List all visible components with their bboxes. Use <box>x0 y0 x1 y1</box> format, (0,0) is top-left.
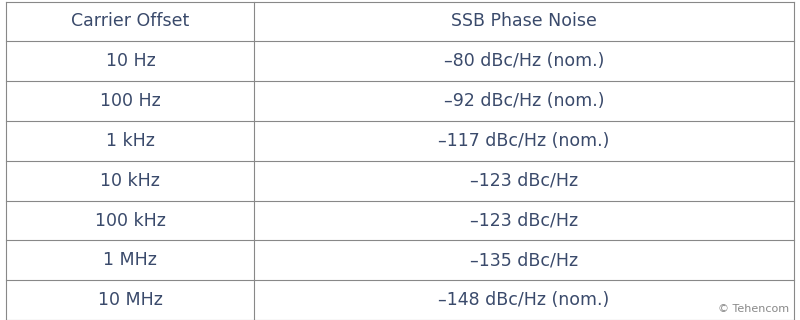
Text: 1 kHz: 1 kHz <box>106 132 155 150</box>
Text: –135 dBc/Hz: –135 dBc/Hz <box>470 251 578 269</box>
Text: –123 dBc/Hz: –123 dBc/Hz <box>470 172 578 190</box>
Text: –148 dBc/Hz (nom.): –148 dBc/Hz (nom.) <box>438 291 610 309</box>
Text: –92 dBc/Hz (nom.): –92 dBc/Hz (nom.) <box>444 92 604 110</box>
Text: 10 kHz: 10 kHz <box>101 172 160 190</box>
Text: 10 Hz: 10 Hz <box>106 52 155 70</box>
Text: Carrier Offset: Carrier Offset <box>71 12 190 30</box>
Text: © Tehencom: © Tehencom <box>718 304 790 314</box>
Text: 100 kHz: 100 kHz <box>95 212 166 229</box>
Text: 10 MHz: 10 MHz <box>98 291 163 309</box>
Text: –117 dBc/Hz (nom.): –117 dBc/Hz (nom.) <box>438 132 610 150</box>
Text: –123 dBc/Hz: –123 dBc/Hz <box>470 212 578 229</box>
Text: 1 MHz: 1 MHz <box>103 251 158 269</box>
Text: SSB Phase Noise: SSB Phase Noise <box>451 12 597 30</box>
Text: –80 dBc/Hz (nom.): –80 dBc/Hz (nom.) <box>444 52 604 70</box>
Text: 100 Hz: 100 Hz <box>100 92 161 110</box>
